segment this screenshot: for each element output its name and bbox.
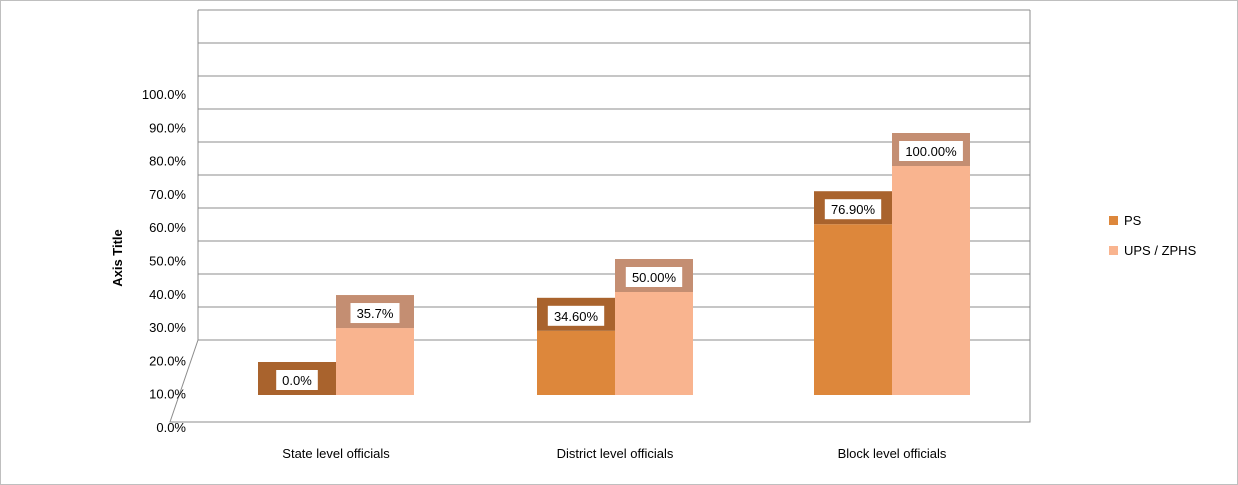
data-label-box	[899, 141, 963, 161]
x-category-label: State level officials	[282, 446, 390, 461]
data-label-text: 34.60%	[554, 309, 599, 324]
y-tick-label: 70.0%	[149, 187, 186, 202]
data-label-box	[547, 305, 605, 326]
x-category-label: District level officials	[557, 446, 674, 461]
legend-label: PS	[1124, 213, 1142, 228]
data-label: 0.0%	[276, 370, 318, 390]
data-label: 100.00%	[899, 141, 963, 161]
y-tick-label: 0.0%	[156, 420, 186, 435]
data-label: 34.60%	[547, 305, 605, 326]
x-category-labels: State level officials District level offi…	[282, 446, 947, 461]
data-label: 50.00%	[625, 267, 683, 287]
y-tick-label: 80.0%	[149, 154, 186, 169]
y-tick-label: 30.0%	[149, 320, 186, 335]
y-tick-label: 10.0%	[149, 387, 186, 402]
bar-ups-zphs	[892, 166, 970, 395]
y-tick-label: 40.0%	[149, 287, 186, 302]
data-label-box	[350, 303, 400, 324]
data-labels: 0.0% 35.7% 34.60% 50.00% 76.90% 100.00%	[276, 141, 963, 390]
data-label: 35.7%	[350, 303, 400, 324]
data-label-text: 76.90%	[831, 202, 876, 217]
data-label-text: 35.7%	[357, 306, 394, 321]
y-tick-label: 100.0%	[142, 87, 187, 102]
data-label: 76.90%	[824, 199, 882, 220]
data-label-text: 0.0%	[282, 373, 312, 388]
gridlines	[169, 9, 1031, 423]
y-tick-labels: 0.0% 10.0% 20.0% 30.0% 40.0% 50.0% 60.0% 70.0% 8…	[142, 87, 187, 435]
bars	[258, 133, 970, 395]
bar-ps	[537, 330, 615, 395]
bar-ups-zphs	[615, 292, 693, 395]
data-label-box	[824, 199, 882, 220]
bar-ups-zphs	[336, 328, 414, 395]
data-label-box	[276, 370, 318, 390]
y-tick-label: 50.0%	[149, 254, 186, 269]
legend-label: UPS / ZPHS	[1124, 243, 1197, 258]
x-category-label: Block level officials	[838, 446, 947, 461]
bar-ps	[814, 224, 892, 395]
legend-swatch-ps	[1109, 216, 1118, 225]
legend: PS UPS / ZPHS	[1109, 213, 1197, 258]
y-tick-label: 60.0%	[149, 220, 186, 235]
y-axis-title: Axis Title	[110, 229, 125, 287]
y-tick-label: 20.0%	[149, 353, 186, 368]
legend-swatch-ups-zphs	[1109, 246, 1118, 255]
y-tick-label: 90.0%	[149, 120, 186, 135]
data-label-text: 100.00%	[905, 144, 957, 159]
data-label-text: 50.00%	[632, 270, 677, 285]
data-label-box	[625, 267, 683, 287]
